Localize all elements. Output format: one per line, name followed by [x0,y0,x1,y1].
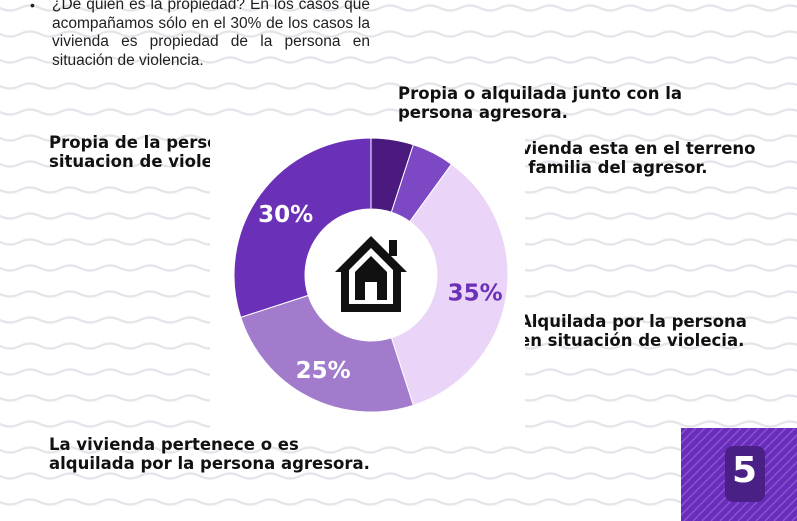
label-line: La vivienda esta en el terreno [477,139,756,158]
badge-stripe [681,428,742,489]
badge-stripe [737,461,797,521]
donut-slice [233,137,372,318]
label-pertenece-agresora: La vivienda pertenece o es alquilada por… [49,435,370,473]
label-line: alquilada por la persona agresora. [49,454,370,473]
wave-line [0,82,797,90]
badge-stripe [719,443,797,521]
slice-data-label: 35% [448,281,503,307]
chart-slices [233,137,509,413]
bullet-text: ¿De quién es la propiedad? En los casos … [52,0,370,69]
label-line: Alquilada por la persona [519,312,747,331]
wave-line [0,498,797,506]
page-number: 5 [732,450,758,491]
house-icon [335,236,407,312]
badge-stripe [681,428,715,462]
label-line: persona agresora. [398,103,568,122]
bullet-paragraph: • ¿De quién es la propiedad? En los caso… [30,0,370,70]
label-line: situacion de violencia. [49,152,258,171]
label-alquilada-persona: Alquilada por la persona en situación de… [519,312,747,350]
badge-stripe [681,428,724,471]
slice-data-label: 30% [258,202,313,228]
badge-stripe [746,470,797,521]
label-line: de la familia del agresor. [477,158,708,177]
label-propia-agresora: Propia o alquilada junto con la persona … [398,84,682,122]
label-line: Propia o alquilada junto con la [398,84,682,103]
page-number-badge [681,428,797,521]
donut-chart: 35% 25% 30% [210,130,525,430]
wave-line [0,4,797,12]
slice-data-label: 25% [296,358,351,384]
badge-stripe [681,428,769,516]
badge-stripe [681,428,751,498]
wave-line [0,108,797,116]
wave-line [0,30,797,38]
donut-slice [240,294,414,413]
label-line: La vivienda pertenece o es [49,435,299,454]
label-terreno-agresor: La vivienda esta en el terreno de la fam… [477,139,756,177]
badge-stripe [728,452,797,521]
wave-line [0,446,797,454]
chart-data-labels: 35% 25% 30% [258,202,503,384]
bullet-dot: • [30,0,35,13]
badge-stripe [681,428,706,453]
label-line: en situación de violecia. [519,331,745,350]
donut-slice [390,163,509,406]
wave-line [0,472,797,480]
wave-line [0,56,797,64]
badge-stripe [681,428,733,480]
badge-number-backdrop [725,446,765,502]
badge-stripe [764,488,797,521]
badge-stripe [773,497,797,521]
badge-stripe [681,428,760,507]
badge-stripe [755,479,797,521]
